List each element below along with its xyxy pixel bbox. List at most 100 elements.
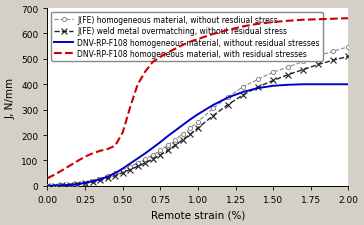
DNV-RP-F108 homogeneous material, without residual stresses — [158, 141, 162, 144]
J(FE) weld metal overmatching, without residual stress — [196, 127, 200, 130]
DNV-RP-F108 homogeneous material, without residual stresses — [53, 184, 57, 187]
J(FE) homogeneous material, without resdiual stress — [68, 184, 72, 186]
DNV-RP-F108 homogeneous material, with residual stresses — [301, 19, 305, 22]
DNV-RP-F108 homogeneous material, without residual stresses — [60, 184, 65, 187]
DNV-RP-F108 homogeneous material, without residual stresses — [90, 180, 95, 183]
DNV-RP-F108 homogeneous material, without residual stresses — [181, 124, 185, 127]
J(FE) homogeneous material, without resdiual stress — [158, 149, 162, 152]
DNV-RP-F108 homogeneous material, with residual stresses — [331, 18, 336, 21]
DNV-RP-F108 homogeneous material, with residual stresses — [226, 29, 230, 32]
J(FE) homogeneous material, without resdiual stress — [226, 96, 230, 99]
J(FE) weld metal overmatching, without residual stress — [173, 144, 178, 147]
DNV-RP-F108 homogeneous material, without residual stresses — [271, 85, 275, 88]
J(FE) weld metal overmatching, without residual stress — [53, 184, 57, 187]
DNV-RP-F108 homogeneous material, with residual stresses — [158, 56, 162, 59]
J(FE) weld metal overmatching, without residual stress — [135, 165, 140, 168]
J(FE) homogeneous material, without resdiual stress — [301, 61, 305, 63]
Line: J(FE) homogeneous material, without resdiual stress: J(FE) homogeneous material, without resd… — [45, 45, 351, 188]
DNV-RP-F108 homogeneous material, without residual stresses — [143, 152, 147, 155]
J(FE) weld metal overmatching, without residual stress — [75, 183, 80, 186]
J(FE) homogeneous material, without resdiual stress — [211, 108, 215, 110]
DNV-RP-F108 homogeneous material, without residual stresses — [256, 87, 260, 90]
DNV-RP-F108 homogeneous material, without residual stresses — [196, 113, 200, 116]
DNV-RP-F108 homogeneous material, with residual stresses — [68, 164, 72, 167]
J(FE) homogeneous material, without resdiual stress — [316, 55, 321, 58]
J(FE) weld metal overmatching, without residual stress — [98, 179, 102, 182]
DNV-RP-F108 homogeneous material, without residual stresses — [301, 83, 305, 86]
DNV-RP-F108 homogeneous material, with residual stresses — [113, 145, 117, 147]
DNV-RP-F108 homogeneous material, with residual stresses — [256, 23, 260, 26]
J(FE) weld metal overmatching, without residual stress — [60, 184, 65, 187]
DNV-RP-F108 homogeneous material, with residual stresses — [166, 52, 170, 55]
DNV-RP-F108 homogeneous material, without residual stresses — [113, 172, 117, 175]
DNV-RP-F108 homogeneous material, without residual stresses — [75, 183, 80, 186]
J(FE) weld metal overmatching, without residual stress — [331, 59, 336, 62]
DNV-RP-F108 homogeneous material, without residual stresses — [241, 91, 245, 94]
J(FE) weld metal overmatching, without residual stress — [166, 149, 170, 152]
DNV-RP-F108 homogeneous material, without residual stresses — [316, 83, 321, 86]
DNV-RP-F108 homogeneous material, without residual stresses — [346, 83, 351, 86]
DNV-RP-F108 homogeneous material, with residual stresses — [196, 38, 200, 41]
J(FE) homogeneous material, without resdiual stress — [120, 169, 125, 172]
DNV-RP-F108 homogeneous material, with residual stresses — [241, 26, 245, 29]
DNV-RP-F108 homogeneous material, with residual stresses — [90, 152, 95, 155]
J(FE) homogeneous material, without resdiual stress — [90, 180, 95, 182]
J(FE) weld metal overmatching, without residual stress — [45, 185, 50, 187]
J(FE) homogeneous material, without resdiual stress — [271, 71, 275, 74]
X-axis label: Remote strain (%): Remote strain (%) — [151, 209, 245, 219]
DNV-RP-F108 homogeneous material, with residual stresses — [211, 34, 215, 36]
DNV-RP-F108 homogeneous material, without residual stresses — [98, 178, 102, 181]
DNV-RP-F108 homogeneous material, with residual stresses — [53, 173, 57, 176]
J(FE) weld metal overmatching, without residual stress — [271, 80, 275, 82]
DNV-RP-F108 homogeneous material, without residual stresses — [45, 185, 50, 187]
J(FE) weld metal overmatching, without residual stress — [106, 177, 110, 180]
J(FE) homogeneous material, without resdiual stress — [173, 139, 178, 141]
J(FE) weld metal overmatching, without residual stress — [158, 154, 162, 157]
DNV-RP-F108 homogeneous material, without residual stresses — [151, 147, 155, 149]
J(FE) weld metal overmatching, without residual stress — [90, 181, 95, 184]
J(FE) weld metal overmatching, without residual stress — [181, 139, 185, 141]
J(FE) weld metal overmatching, without residual stress — [226, 104, 230, 106]
J(FE) weld metal overmatching, without residual stress — [113, 175, 117, 177]
J(FE) homogeneous material, without resdiual stress — [135, 162, 140, 165]
Line: DNV-RP-F108 homogeneous material, with residual stresses: DNV-RP-F108 homogeneous material, with r… — [47, 19, 348, 178]
J(FE) weld metal overmatching, without residual stress — [128, 169, 132, 171]
DNV-RP-F108 homogeneous material, with residual stresses — [271, 22, 275, 24]
Line: DNV-RP-F108 homogeneous material, without residual stresses: DNV-RP-F108 homogeneous material, withou… — [47, 85, 348, 186]
DNV-RP-F108 homogeneous material, with residual stresses — [316, 19, 321, 22]
DNV-RP-F108 homogeneous material, without residual stresses — [286, 84, 290, 87]
J(FE) homogeneous material, without resdiual stress — [256, 79, 260, 81]
DNV-RP-F108 homogeneous material, with residual stresses — [98, 150, 102, 153]
J(FE) homogeneous material, without resdiual stress — [106, 175, 110, 178]
DNV-RP-F108 homogeneous material, without residual stresses — [166, 135, 170, 138]
DNV-RP-F108 homogeneous material, without residual stresses — [188, 118, 193, 121]
DNV-RP-F108 homogeneous material, without residual stresses — [226, 97, 230, 99]
DNV-RP-F108 homogeneous material, without residual stresses — [211, 104, 215, 107]
J(FE) homogeneous material, without resdiual stress — [83, 181, 87, 184]
J(FE) homogeneous material, without resdiual stress — [45, 185, 50, 187]
J(FE) weld metal overmatching, without residual stress — [301, 69, 305, 72]
J(FE) homogeneous material, without resdiual stress — [113, 172, 117, 175]
DNV-RP-F108 homogeneous material, with residual stresses — [120, 132, 125, 134]
DNV-RP-F108 homogeneous material, with residual stresses — [346, 18, 351, 20]
DNV-RP-F108 homogeneous material, with residual stresses — [75, 160, 80, 163]
J(FE) weld metal overmatching, without residual stress — [241, 94, 245, 97]
J(FE) weld metal overmatching, without residual stress — [346, 56, 351, 58]
J(FE) weld metal overmatching, without residual stress — [316, 64, 321, 67]
DNV-RP-F108 homogeneous material, without residual stresses — [331, 83, 336, 86]
DNV-RP-F108 homogeneous material, with residual stresses — [173, 48, 178, 51]
DNV-RP-F108 homogeneous material, with residual stresses — [83, 156, 87, 158]
J(FE) homogeneous material, without resdiual stress — [346, 46, 351, 49]
DNV-RP-F108 homogeneous material, with residual stresses — [135, 83, 140, 86]
Legend: J(FE) homogeneous material, without resdiual stress, J(FE) weld metal overmatchi: J(FE) homogeneous material, without resd… — [51, 13, 323, 62]
Y-axis label: J, N/mm: J, N/mm — [5, 77, 16, 118]
DNV-RP-F108 homogeneous material, without residual stresses — [135, 157, 140, 160]
J(FE) weld metal overmatching, without residual stress — [143, 162, 147, 165]
DNV-RP-F108 homogeneous material, without residual stresses — [83, 182, 87, 184]
J(FE) weld metal overmatching, without residual stress — [286, 74, 290, 77]
J(FE) homogeneous material, without resdiual stress — [188, 127, 193, 130]
DNV-RP-F108 homogeneous material, with residual stresses — [181, 44, 185, 47]
J(FE) homogeneous material, without resdiual stress — [98, 178, 102, 180]
J(FE) homogeneous material, without resdiual stress — [331, 51, 336, 53]
J(FE) weld metal overmatching, without residual stress — [188, 133, 193, 136]
